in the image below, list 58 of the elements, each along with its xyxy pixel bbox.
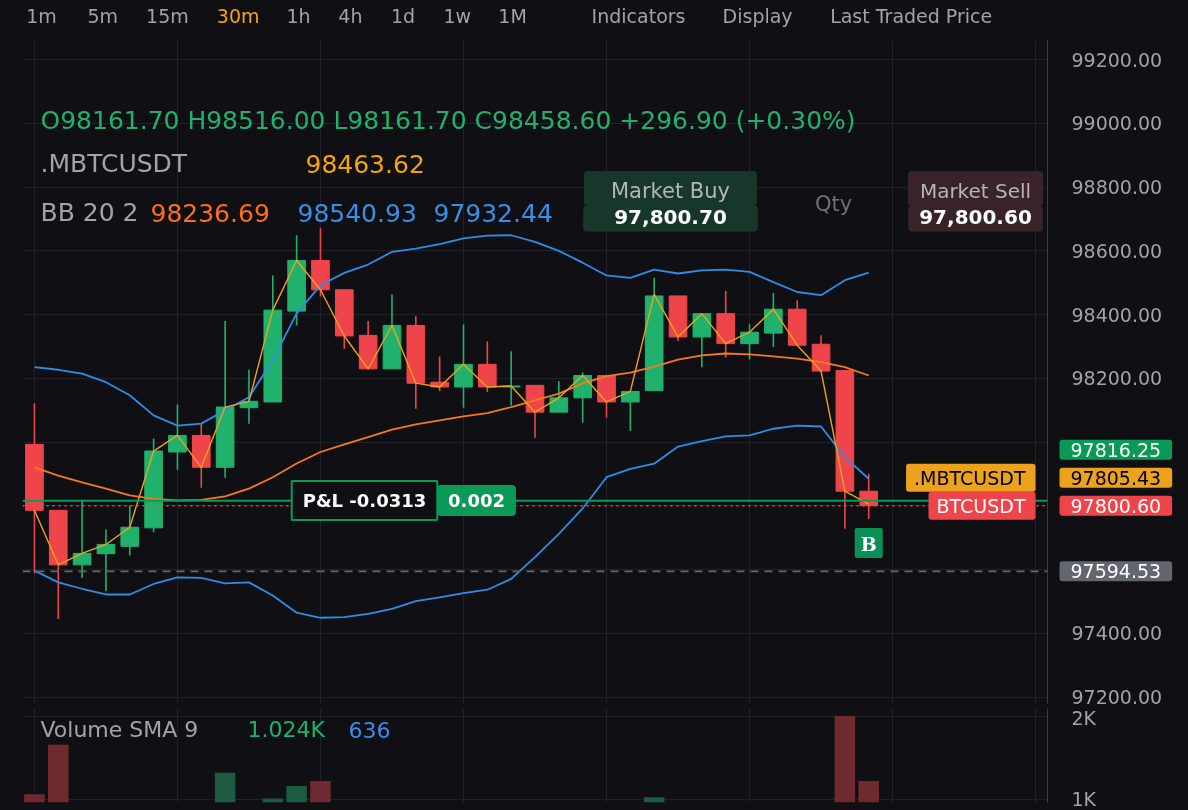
- annotation: 97,800.70: [614, 204, 727, 229]
- text: 97816.25: [1070, 438, 1162, 461]
- text: 4h: [338, 4, 363, 27]
- text: 97594.53: [1070, 560, 1162, 583]
- annotation: BB 20 2: [40, 198, 139, 227]
- candlestick: [72, 499, 92, 579]
- annotation: Market Buy: [611, 179, 731, 203]
- y-tick-label: 98200.00: [1071, 367, 1163, 390]
- text: 1h: [286, 4, 311, 27]
- annotation: .MBTCUSDT: [40, 149, 188, 178]
- text: 30m: [216, 4, 260, 27]
- annotation: Market Sell: [919, 179, 1032, 203]
- text: .MBTCUSDT: [914, 466, 1026, 489]
- candlestick: [454, 323, 473, 409]
- text: 1w: [443, 4, 472, 27]
- annotation: 1.024K: [247, 717, 326, 742]
- y-tick-label: 98800.00: [1071, 176, 1163, 199]
- candlestick: [692, 312, 712, 369]
- annotation: P&L -0.0313: [302, 490, 427, 511]
- y-tick-label: 97200.00: [1071, 686, 1163, 709]
- annotation: 98540.93: [297, 198, 417, 228]
- text: Display: [722, 4, 793, 27]
- annotation: Volume SMA 9: [40, 717, 199, 742]
- candlestick: [96, 528, 116, 593]
- annotation: 636: [348, 717, 391, 743]
- text: 1m: [26, 4, 57, 27]
- annotation: 97932.44: [433, 198, 553, 228]
- y-tick-label: 99000.00: [1071, 112, 1163, 135]
- annotation: 97,800.60: [919, 204, 1032, 229]
- text: Indicators: [591, 4, 686, 27]
- y-tick-label: 98600.00: [1071, 239, 1163, 262]
- text: 97805.43: [1070, 466, 1162, 489]
- y-tick-label: 97400.00: [1071, 622, 1163, 645]
- text: 97800.60: [1070, 494, 1162, 517]
- y-tick-label: 1K: [1071, 788, 1097, 810]
- text: 1M: [498, 4, 527, 27]
- candlestick: [621, 390, 640, 432]
- annotation: Qty: [814, 191, 853, 216]
- line-series: [33, 234, 870, 427]
- candlestick: [764, 292, 783, 348]
- candlestick: [740, 323, 759, 361]
- candlestick: [478, 340, 497, 393]
- y-tick-label: 98400.00: [1071, 303, 1163, 326]
- ref-line-label: BTCUSDT: [936, 494, 1026, 517]
- annotation: 0.002: [448, 490, 505, 511]
- text: 5m: [87, 4, 119, 27]
- text: 1d: [390, 4, 416, 27]
- annotation: 98236.69: [150, 198, 270, 228]
- y-tick-label: 2K: [1071, 706, 1097, 729]
- y-tick-label: 99200.00: [1071, 48, 1163, 71]
- text: 15m: [146, 4, 189, 27]
- candlestick: [120, 504, 140, 557]
- annotation: O98161.70 H98516.00 L98161.70 C98458.60 +296.90 (+0.30%): [40, 106, 856, 135]
- annotation: 98463.62: [305, 149, 425, 179]
- text: Last Traded Price: [830, 4, 993, 27]
- annotation: B: [860, 532, 877, 555]
- candlestick: [549, 380, 569, 413]
- candlestick: [168, 403, 187, 471]
